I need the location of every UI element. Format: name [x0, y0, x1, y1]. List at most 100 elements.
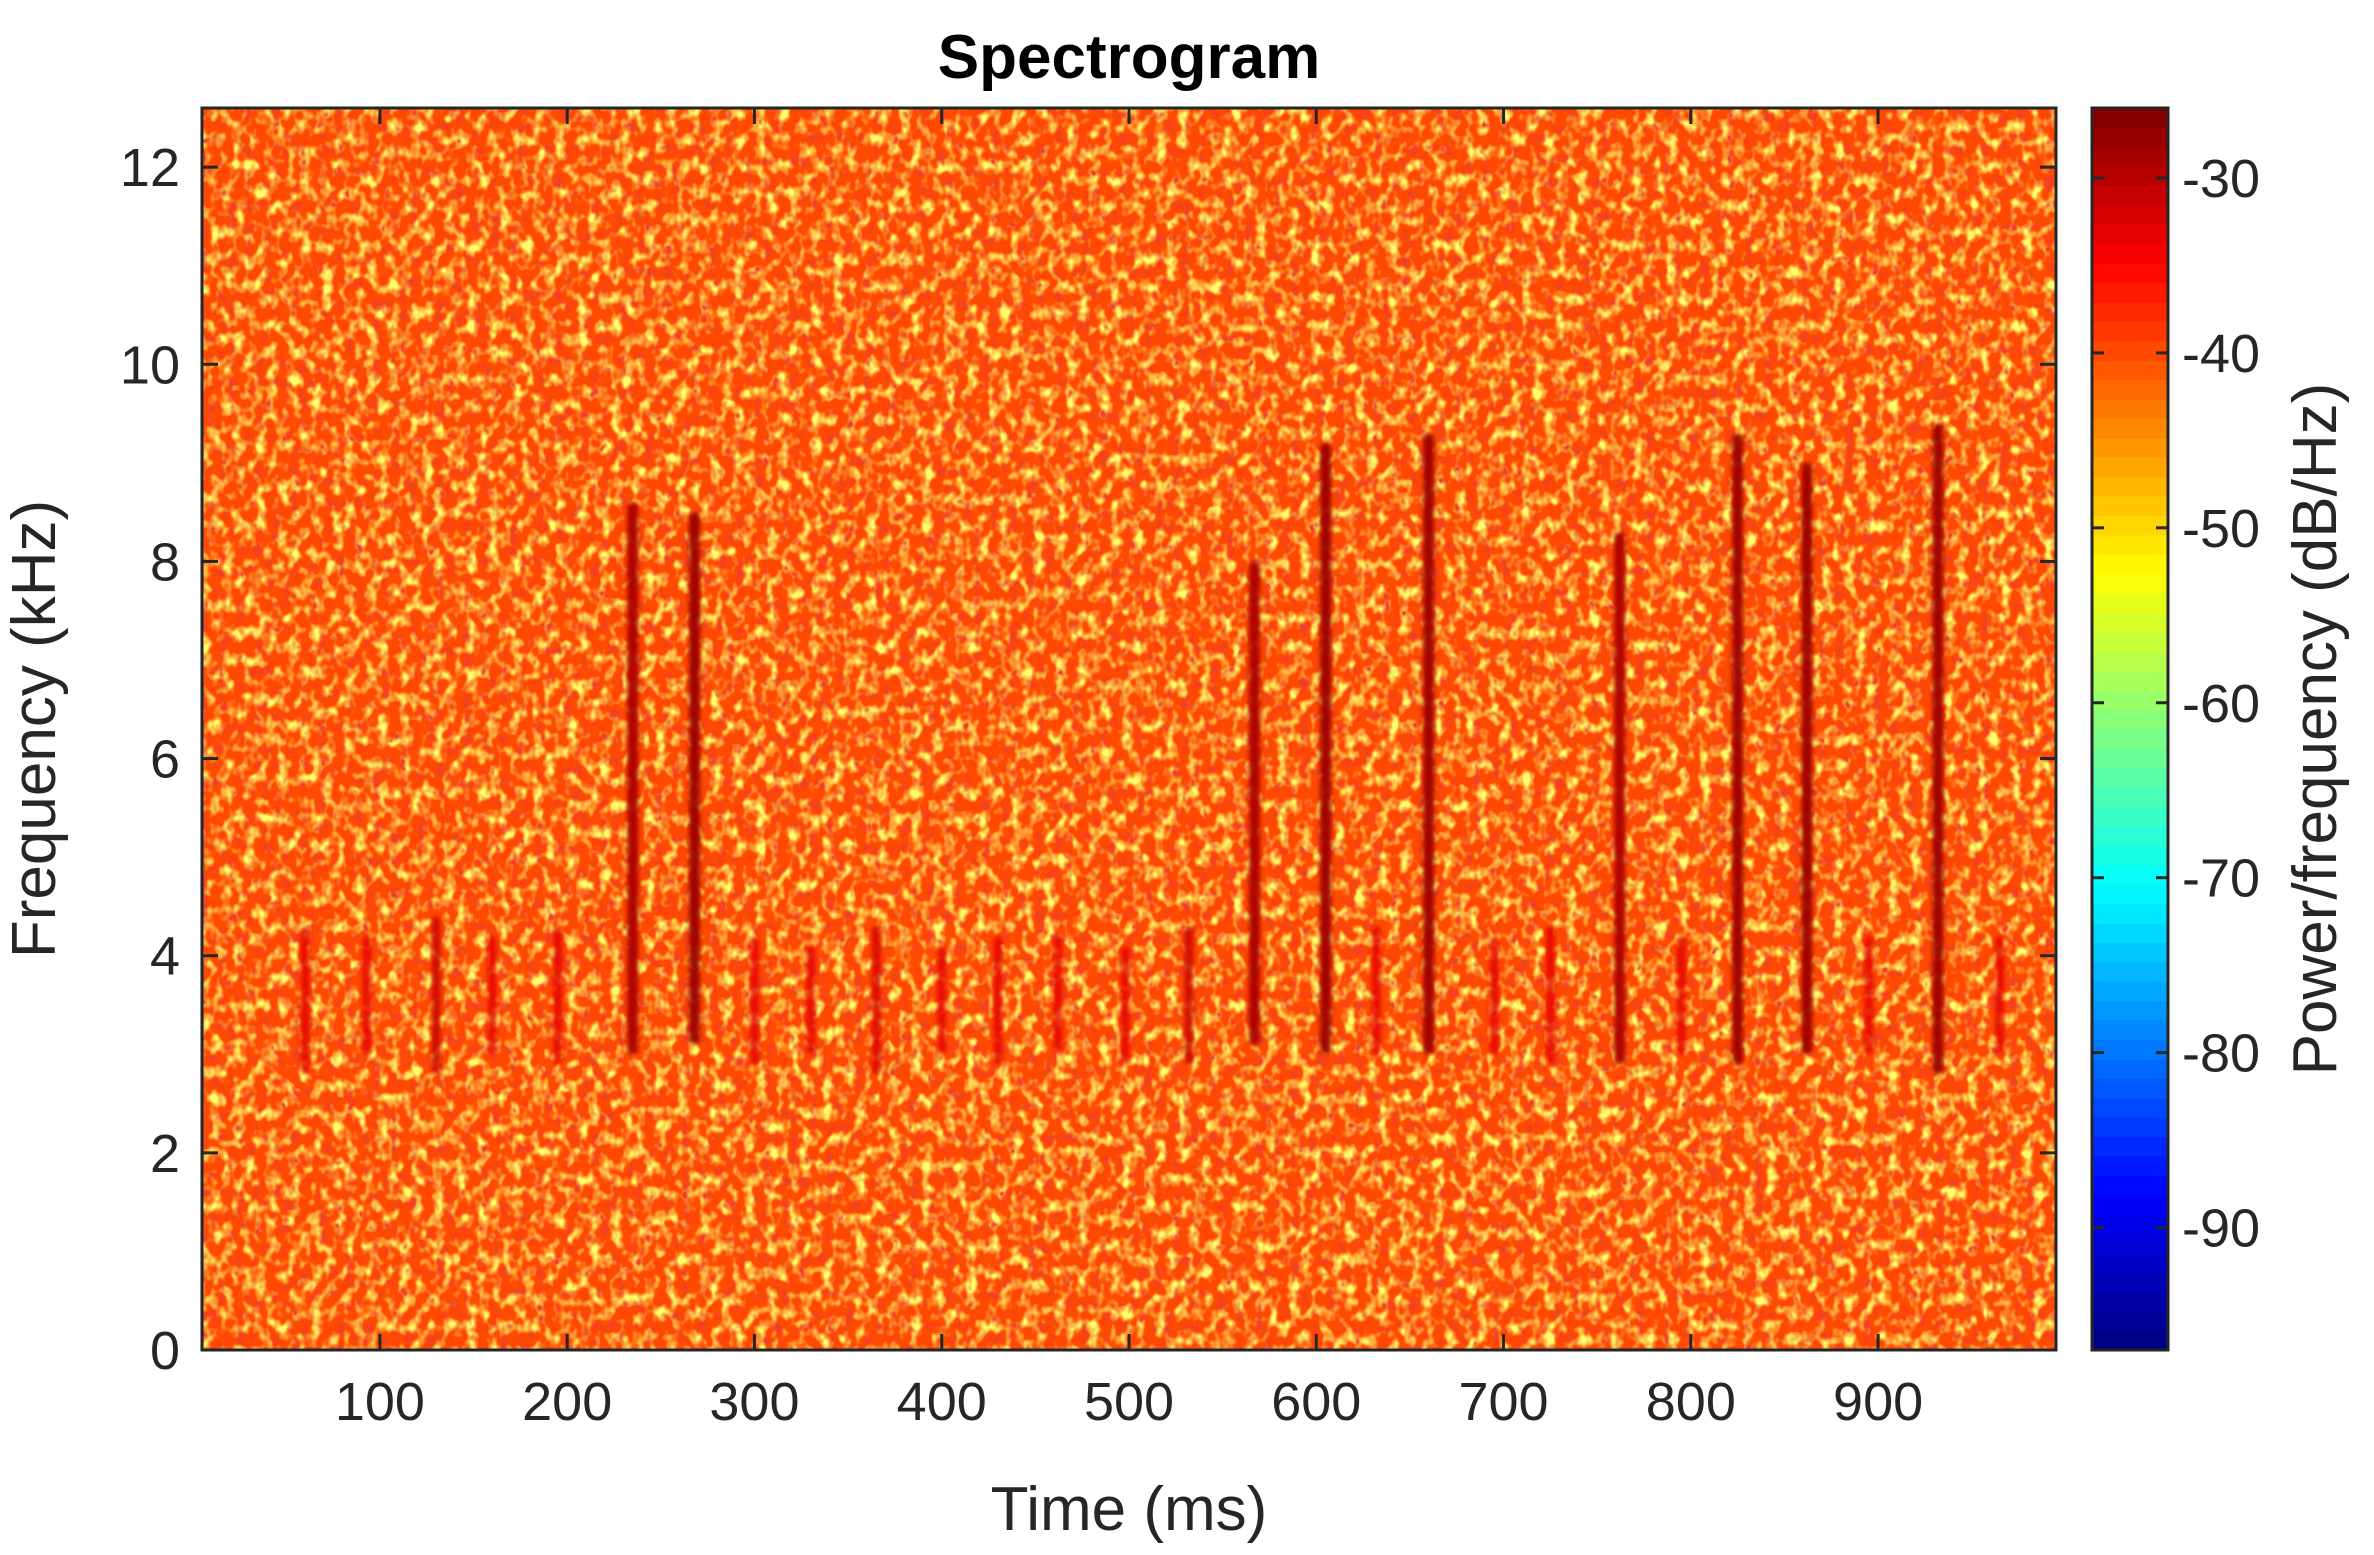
- colorbar-swatch: [2092, 204, 2168, 225]
- x-tick-label: 300: [709, 1372, 799, 1432]
- colorbar-swatch: [2092, 107, 2168, 128]
- heatmap-event-mark: [553, 926, 563, 1065]
- colorbar-tick-label: -60: [2182, 674, 2260, 734]
- heatmap-event-mark: [806, 945, 816, 1055]
- colorbar-swatch: [2092, 825, 2168, 846]
- colorbar-swatch: [2092, 980, 2168, 1002]
- x-axis-label: Time (ms): [991, 1475, 1268, 1544]
- colorbar-swatch: [2092, 359, 2168, 381]
- heatmap-event-mark: [689, 512, 701, 1045]
- y-axis-ticks: 0 2 4 6 8 10 12: [120, 138, 2056, 1381]
- y-tick-label: 6: [150, 730, 180, 790]
- x-tick-label: 700: [1458, 1372, 1548, 1432]
- colorbar-swatch: [2092, 1039, 2168, 1060]
- colorbar-swatch: [2092, 903, 2168, 924]
- x-tick-label: 400: [897, 1372, 987, 1432]
- heatmap-events: [300, 423, 2005, 1074]
- colorbar-swatch: [2092, 418, 2168, 439]
- colorbar-swatch: [2092, 1252, 2168, 1273]
- colorbar-swatch: [2092, 670, 2168, 691]
- colorbar-tick-label: -50: [2182, 499, 2260, 559]
- heatmap-event-mark: [871, 926, 881, 1074]
- colorbar-swatch: [2092, 1058, 2168, 1079]
- colorbar-swatch: [2092, 1291, 2168, 1312]
- heatmap-event-mark: [1320, 443, 1332, 1055]
- colorbar-swatch: [2092, 844, 2168, 866]
- colorbar-swatch: [2092, 1116, 2168, 1138]
- colorbar-swatch: [2092, 456, 2168, 478]
- colorbar-swatch: [2092, 612, 2168, 633]
- colorbar-swatch: [2092, 1019, 2168, 1040]
- colorbar-swatch: [2092, 340, 2168, 361]
- colorbar-swatch: [2092, 941, 2168, 963]
- colorbar-swatch: [2092, 185, 2168, 206]
- colorbar-swatch: [2092, 1233, 2168, 1254]
- colorbar-swatch: [2092, 709, 2168, 730]
- chart-title: Spectrogram: [938, 23, 1320, 92]
- heatmap-event-mark: [993, 936, 1003, 1065]
- x-tick-label: 900: [1833, 1372, 1923, 1432]
- colorbar-swatch: [2092, 262, 2168, 284]
- colorbar-swatch: [2092, 1000, 2168, 1021]
- heatmap-event-mark: [1801, 462, 1813, 1055]
- colorbar-swatch: [2092, 320, 2168, 342]
- colorbar-swatch: [2092, 806, 2168, 827]
- colorbar-swatch: [2092, 301, 2168, 322]
- heatmap-event-mark: [749, 936, 759, 1065]
- heatmap-noise-texture: [202, 108, 2056, 1350]
- colorbar-swatch: [2092, 126, 2168, 148]
- colorbar-swatch: [2092, 146, 2168, 167]
- colorbar-swatch: [2092, 1174, 2168, 1196]
- x-axis-ticks: 100 200 300 400 500 600 700 800 900: [335, 108, 1923, 1432]
- heatmap-event-mark: [627, 502, 639, 1055]
- colorbar-swatch: [2092, 1136, 2168, 1157]
- colorbar-tick-label: -30: [2182, 149, 2260, 209]
- colorbar-tick-label: -80: [2182, 1024, 2260, 1084]
- colorbar-ticks: -90 -80 -70 -60 -50 -40 -30: [2092, 149, 2260, 1259]
- heatmap-event-mark: [1371, 926, 1381, 1055]
- x-tick-label: 600: [1271, 1372, 1361, 1432]
- colorbar-swatch: [2092, 534, 2168, 555]
- colorbar-swatch: [2092, 747, 2168, 769]
- y-axis-label: Frequency (kHz): [0, 500, 69, 958]
- colorbar-swatch: [2092, 1155, 2168, 1176]
- heatmap-event-mark: [362, 936, 372, 1055]
- colorbar-swatch: [2092, 553, 2168, 575]
- colorbar-swatch: [2092, 689, 2168, 711]
- heatmap-event-mark: [487, 936, 497, 1055]
- colorbar-swatch: [2092, 864, 2168, 885]
- colorbar-swatch: [2092, 767, 2168, 788]
- colorbar-swatch: [2092, 728, 2168, 749]
- y-tick-label: 8: [150, 532, 180, 592]
- heatmap-event-mark: [1248, 561, 1260, 1045]
- heatmap-event-mark: [937, 945, 947, 1055]
- colorbar-swatch: [2092, 1271, 2168, 1293]
- heatmap-event-mark: [1932, 423, 1944, 1074]
- y-tick-label: 4: [150, 927, 180, 987]
- colorbar-swatch: [2092, 476, 2168, 497]
- x-tick-label: 500: [1084, 1372, 1174, 1432]
- colorbar-swatch: [2092, 223, 2168, 245]
- colorbar-swatch: [2092, 165, 2168, 187]
- colorbar-swatch: [2092, 650, 2168, 672]
- heatmap-event-mark: [1423, 433, 1435, 1055]
- colorbar-swatch: [2092, 592, 2168, 614]
- heatmap-event-mark: [1053, 936, 1063, 1055]
- colorbar-swatch: [2092, 379, 2168, 400]
- colorbar: [2090, 106, 2170, 1352]
- colorbar-swatch: [2092, 573, 2168, 594]
- colorbar-swatch: [2092, 1213, 2168, 1235]
- heatmap-event-mark: [1184, 926, 1194, 1065]
- colorbar-swatch: [2092, 786, 2168, 808]
- colorbar-swatch: [2092, 243, 2168, 264]
- y-tick-label: 0: [150, 1321, 180, 1381]
- colorbar-swatch: [2092, 1077, 2168, 1099]
- heatmap-event-mark: [1864, 936, 1874, 1055]
- heatmap-event-mark: [1120, 945, 1130, 1065]
- heatmap-event-mark: [1732, 433, 1744, 1065]
- colorbar-swatch: [2092, 631, 2168, 652]
- heatmap-event-mark: [1545, 926, 1555, 1065]
- heatmap-event-mark: [1995, 936, 2005, 1055]
- heatmap-event-mark: [1614, 531, 1626, 1065]
